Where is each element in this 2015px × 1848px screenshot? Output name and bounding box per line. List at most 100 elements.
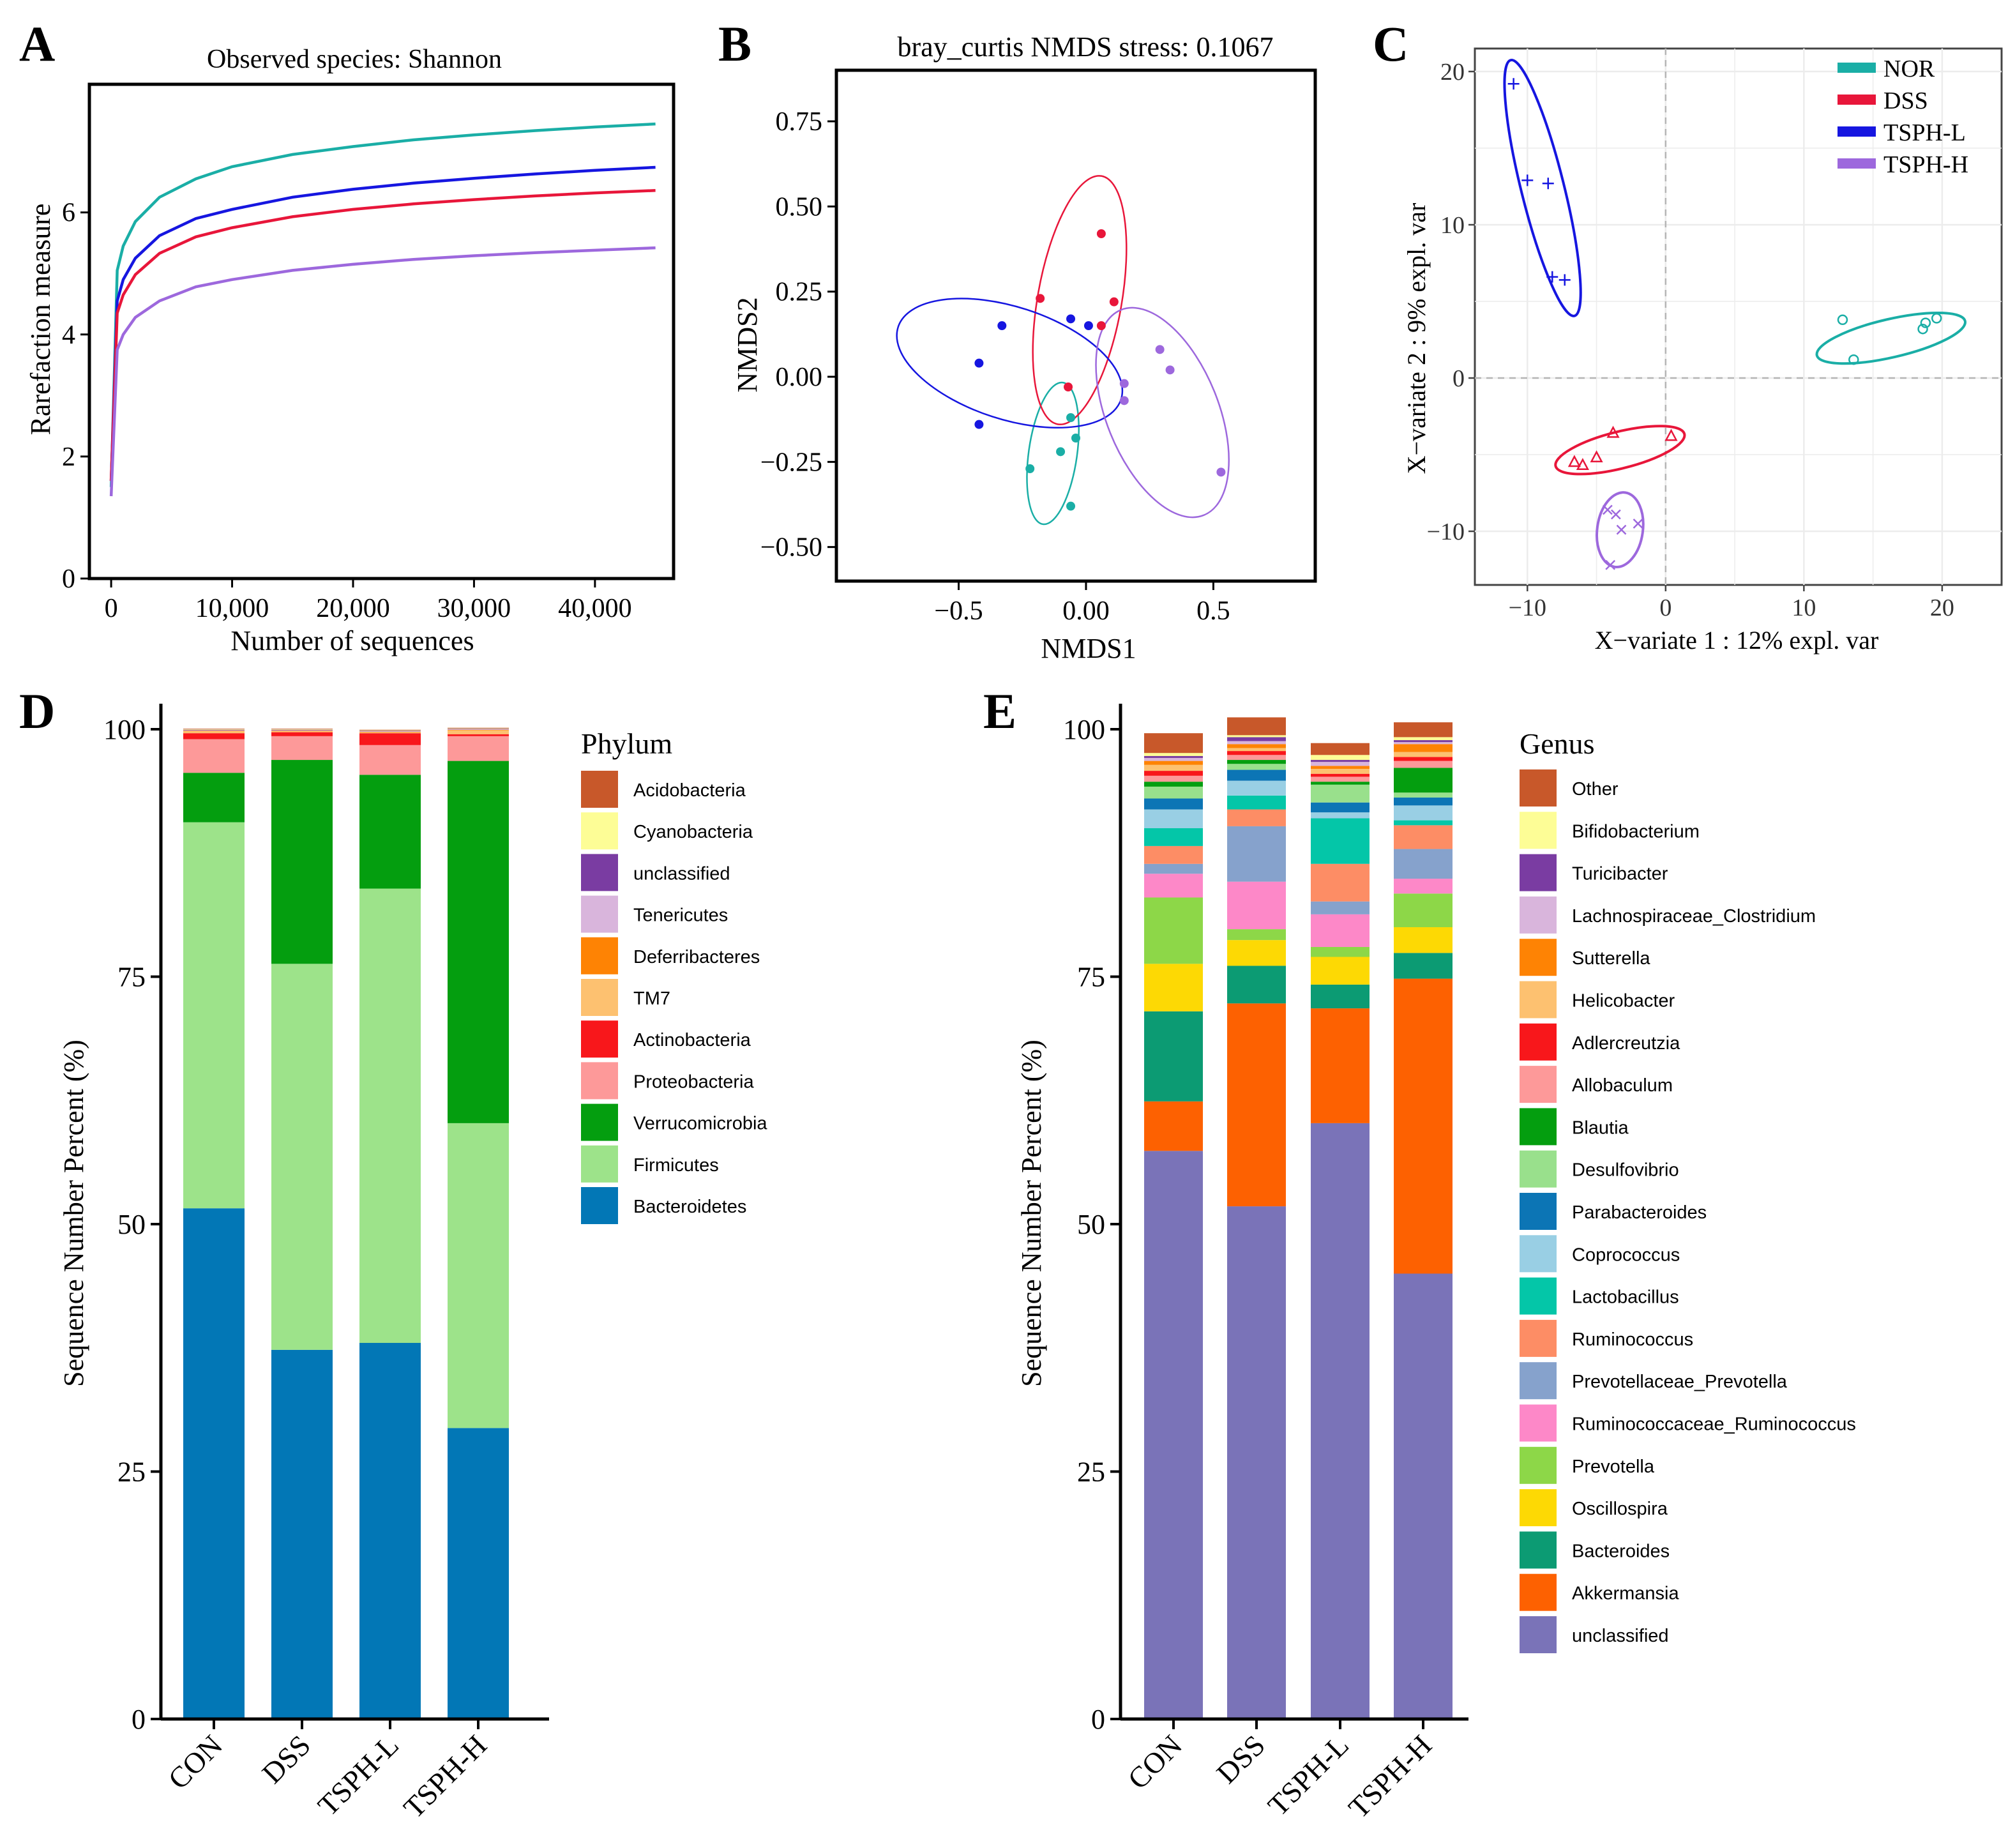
panel-c-point-tsph-l	[1521, 174, 1534, 186]
panel-c-ytick-label: 0	[1453, 365, 1465, 392]
panel-d-bar-tsph-l-actinobacteria	[359, 733, 421, 745]
panel-e-bar-tsph-h-desulfovibrio	[1394, 792, 1453, 798]
panel-d-ytick-label: 25	[117, 1457, 146, 1488]
panel-d-bar-dss-firmicutes	[271, 964, 333, 1350]
panel-c-legend-label-tsph-h: TSPH-H	[1883, 151, 1968, 178]
panel-e-ytick-label: 75	[1077, 962, 1105, 993]
panel-c-ylabel: X−variate 2 : 9% expl. var	[1402, 203, 1431, 474]
panel-e-bar-con-helicobacter	[1144, 764, 1203, 771]
panel-e-bar-tsph-h-helicobacter	[1394, 752, 1453, 757]
panel-e-bar-tsph-l-desulfovibrio	[1311, 784, 1370, 803]
panel-d-legend-label: Acidobacteria	[633, 780, 746, 801]
panel-b-point-tsph-h	[1155, 345, 1165, 354]
panel-a-line-dss	[109, 189, 656, 481]
panel-c-point-tsph-l	[1507, 78, 1520, 90]
panel-c-xtick-label: 20	[1930, 595, 1954, 621]
panel-e-bar-dss-blautia	[1227, 760, 1286, 764]
panel-d-bar-tsph-h-proteobacteria	[448, 736, 509, 761]
panel-d-bar-con-cyanobacteria	[183, 729, 245, 730]
panel-e-bar-con-bifidobacterium	[1144, 753, 1203, 756]
panel-b-xtick-label: 0.00	[1062, 596, 1110, 626]
panel-e-legend-swatch	[1520, 1362, 1557, 1400]
panel-d-legend-swatch	[581, 979, 618, 1016]
panel-e-legend-swatch	[1520, 1616, 1557, 1653]
panel-c-xlabel: X−variate 1 : 12% expl. var	[1595, 626, 1879, 655]
panel-d-bar-con-firmicutes	[183, 822, 245, 1209]
panel-e-bar-tsph-h-other	[1394, 722, 1453, 738]
panel-c-point-dss	[1606, 425, 1620, 438]
panel-e-bar-tsph-h-lactobacillus	[1394, 820, 1453, 826]
panel-a-ytick-label: 4	[62, 321, 75, 350]
panel-b-xtick-label: 0.5	[1196, 596, 1230, 626]
panel-e-bar-tsph-l-prevotella	[1311, 947, 1370, 957]
panel-c-point-tsph-h	[1602, 504, 1613, 515]
panel-e-legend-label: Lachnospiraceae_Clostridium	[1572, 906, 1816, 927]
panel-d-ytick-label: 50	[117, 1209, 146, 1240]
panel-c-ellipse-tsph-l	[1503, 58, 1582, 317]
panel-letter-a: A	[19, 16, 55, 72]
panel-e-bar-dss-prevotellaceae-prevotella	[1227, 826, 1286, 882]
panel-d-bar-tsph-h-cyanobacteria	[448, 728, 509, 729]
panel-e-bar-con-ruminococcus	[1144, 845, 1203, 864]
panel-a-xtick-label: 10,000	[195, 594, 269, 623]
panel-d-bar-tsph-h-verrucomicrobia	[448, 761, 509, 1123]
panel-b-point-dss	[1036, 294, 1045, 303]
panel-c-point-tsph-h	[1633, 519, 1643, 529]
panel-d-legend-swatch	[581, 1187, 618, 1224]
panel-d-bar-dss-actinobacteria	[271, 732, 333, 736]
panel-e-bar-tsph-l-turicibacter	[1311, 760, 1370, 762]
panel-d-legend-swatch	[581, 1062, 618, 1100]
panel-e-bar-tsph-h-bacteroides	[1394, 953, 1453, 979]
panel-a-xlabel: Number of sequences	[230, 625, 474, 656]
panel-a-ylabel: Rarefaction measure	[25, 204, 56, 435]
panel-b-ellipse-nor	[1026, 381, 1080, 526]
panel-a-line-tsph-h	[109, 246, 656, 497]
panel-d-bar-tsph-l-proteobacteria	[359, 745, 421, 775]
panel-e-bar-tsph-l-prevotellaceae-prevotella	[1311, 901, 1370, 914]
panel-e-legend-swatch	[1520, 1277, 1557, 1315]
panel-b-point-tsph-l	[1066, 314, 1076, 324]
panel-e-bar-dss-other	[1227, 717, 1286, 736]
panel-b-point-nor	[1056, 447, 1066, 457]
panel-e-legend-label: Turicibacter	[1572, 864, 1668, 884]
panel-d-legend-label: Proteobacteria	[633, 1072, 754, 1092]
panel-e-bar-tsph-l-allobaculum	[1311, 776, 1370, 782]
panel-b-ellipse-tsph-h	[1095, 307, 1230, 519]
panel-e-bar-tsph-h-allobaculum	[1394, 761, 1453, 768]
panel-d-ytick-label: 0	[132, 1704, 146, 1735]
panel-b-ytick-label: −0.50	[760, 533, 822, 563]
panel-d-bar-tsph-l-bacteroidetes	[359, 1343, 421, 1719]
panel-e-legend-swatch	[1520, 854, 1557, 891]
panel-c-point-tsph-l	[1558, 274, 1571, 286]
panel-d-bar-tsph-l-firmicutes	[359, 888, 421, 1343]
panel-d-bar-tsph-h-actinobacteria	[448, 734, 509, 736]
panel-d-bar-con-actinobacteria	[183, 733, 245, 739]
panel-e-bar-con-oscillospira	[1144, 964, 1203, 1011]
panel-b-point-tsph-h	[1165, 365, 1175, 375]
panel-e-bar-con-adlercreutzia	[1144, 771, 1203, 776]
panel-c-point-dss	[1664, 428, 1678, 441]
panel-b-point-tsph-h	[1216, 467, 1226, 477]
panel-b-point-dss	[1064, 382, 1073, 391]
panel-d-bar-tsph-l-acidobacteria	[359, 729, 421, 731]
panel-d-bar-tsph-h-acidobacteria	[448, 727, 509, 729]
panel-e-legend-swatch	[1520, 1108, 1557, 1146]
panel-e-bar-con-blautia	[1144, 782, 1203, 787]
panel-e-ytick-label: 0	[1091, 1704, 1105, 1735]
panel-e-legend-swatch	[1520, 1319, 1557, 1357]
panel-e-bar-con-parabacteroides	[1144, 798, 1203, 810]
panel-b-xtick-label: −0.5	[934, 596, 983, 626]
panel-c-point-tsph-l	[1546, 271, 1558, 283]
panel-b-ytick-label: 0.75	[776, 107, 823, 137]
panel-a-ytick-label: 2	[62, 443, 75, 472]
panel-e-bar-tsph-l-adlercreutzia	[1311, 773, 1370, 777]
panel-e-legend-label: Allobaculum	[1572, 1075, 1673, 1096]
panel-b-ylabel: NMDS2	[732, 297, 763, 392]
panel-e-bar-tsph-h-adlercreutzia	[1394, 757, 1453, 761]
panel-e-bar-dss-sutterella	[1227, 744, 1286, 748]
panel-e-legend-swatch	[1520, 1023, 1557, 1061]
panel-e-legend-label: Sutterella	[1572, 948, 1650, 969]
